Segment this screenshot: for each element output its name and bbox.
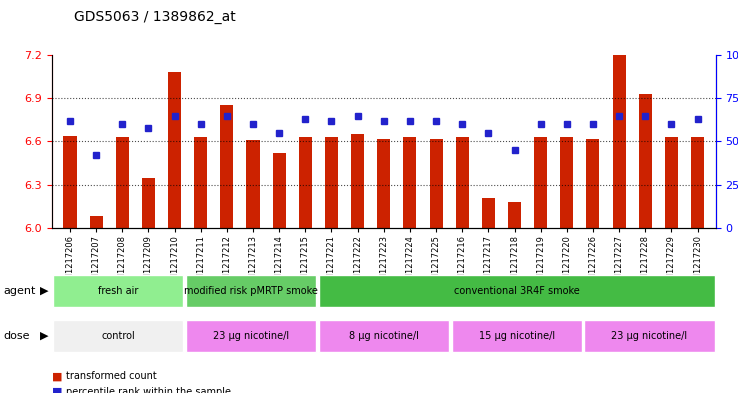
Bar: [691, 137, 704, 228]
Text: agent: agent: [4, 286, 36, 296]
Bar: [404, 137, 416, 228]
Bar: [455, 137, 469, 228]
Text: conventional 3R4F smoke: conventional 3R4F smoke: [454, 286, 579, 296]
Text: ■: ■: [52, 371, 62, 381]
Bar: [560, 137, 573, 228]
Text: ▶: ▶: [39, 286, 48, 296]
Bar: [430, 139, 443, 228]
Bar: [221, 105, 233, 228]
Text: modified risk pMRTP smoke: modified risk pMRTP smoke: [184, 286, 318, 296]
Text: 23 µg nicotine/l: 23 µg nicotine/l: [213, 331, 289, 341]
Text: percentile rank within the sample: percentile rank within the sample: [66, 387, 232, 393]
FancyBboxPatch shape: [53, 275, 183, 307]
Text: ▶: ▶: [39, 331, 48, 341]
Text: 23 µg nicotine/l: 23 µg nicotine/l: [611, 331, 688, 341]
Bar: [482, 198, 495, 228]
Text: 8 µg nicotine/l: 8 µg nicotine/l: [349, 331, 418, 341]
Text: ■: ■: [52, 387, 62, 393]
FancyBboxPatch shape: [452, 320, 582, 352]
Bar: [325, 137, 338, 228]
Bar: [89, 217, 103, 228]
Text: dose: dose: [4, 331, 30, 341]
Bar: [508, 202, 521, 228]
Bar: [142, 178, 155, 228]
FancyBboxPatch shape: [319, 275, 714, 307]
FancyBboxPatch shape: [319, 320, 449, 352]
Text: transformed count: transformed count: [66, 371, 157, 381]
Bar: [613, 55, 626, 228]
Bar: [299, 137, 312, 228]
FancyBboxPatch shape: [186, 275, 316, 307]
Bar: [246, 140, 260, 228]
Bar: [638, 94, 652, 228]
Bar: [351, 134, 364, 228]
FancyBboxPatch shape: [53, 320, 183, 352]
Text: 15 µg nicotine/l: 15 µg nicotine/l: [478, 331, 555, 341]
Text: fresh air: fresh air: [98, 286, 138, 296]
FancyBboxPatch shape: [584, 320, 714, 352]
Text: control: control: [101, 331, 135, 341]
Bar: [168, 72, 181, 228]
Bar: [377, 139, 390, 228]
Bar: [116, 137, 129, 228]
Bar: [194, 137, 207, 228]
Bar: [63, 136, 77, 228]
Bar: [272, 153, 286, 228]
Bar: [587, 139, 599, 228]
Bar: [665, 137, 678, 228]
FancyBboxPatch shape: [186, 320, 316, 352]
Text: GDS5063 / 1389862_at: GDS5063 / 1389862_at: [74, 10, 235, 24]
Bar: [534, 137, 547, 228]
